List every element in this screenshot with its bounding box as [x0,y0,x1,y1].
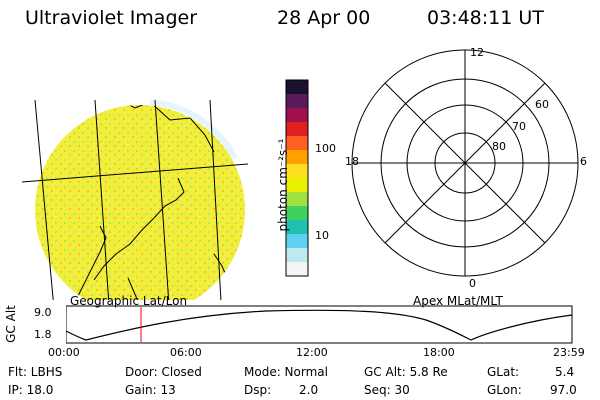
coastline-peninsula [75,225,107,300]
time-tick-1800: 18:00 [423,346,455,359]
magnetic-caption: Apex MLat/MLT [413,294,503,308]
altitude-curve [66,309,573,341]
time-tick-1200: 12:00 [296,346,328,359]
instrument-title: Ultraviolet Imager [25,7,198,29]
longitude-line [34,99,54,300]
colorbar-band [286,262,308,277]
mlt-label-18: 18 [345,155,359,168]
colorbar-band [286,136,308,151]
mlt-label-0: 0 [469,277,476,290]
earth-limb-glow [149,99,238,160]
altitude-ytick-9: 9.0 [34,306,52,319]
gc-alt-readout: GC Alt: 5.8 Re [364,365,448,379]
dsp-value: 2.0 [299,383,319,397]
colorbar-band [286,248,308,263]
mlat-label-80: 80 [492,140,506,153]
ip-readout: IP: 18.0 [8,383,54,397]
seq-readout: Seq: 30 [364,383,410,397]
colorbar-band [286,220,308,235]
colorbar-band [286,108,308,123]
glon-label: GLon: [487,383,522,397]
colorbar-tick-10: 10 [315,229,329,242]
time-tick-0600: 06:00 [170,346,202,359]
colorbar-unit-label: photon cm⁻²s⁻¹ [276,138,290,232]
glat-value: 5.4 [555,365,575,379]
geographic-caption: Geographic Lat/Lon [70,294,188,308]
latitude-line [21,163,249,183]
coastline-east [93,177,185,281]
longitude-line [209,99,222,300]
altitude-timeline-plot [66,305,573,344]
altitude-ytick-1-8: 1.8 [34,328,52,341]
geographic-image-panel [21,99,249,300]
longitude-line [94,99,110,300]
colorbar-band [286,192,308,207]
filter-readout: Flt: LBHS [8,365,63,379]
observation-date: 28 Apr 00 [277,7,371,29]
mlt-label-12: 12 [470,46,484,59]
colorbar-band [286,80,308,95]
mlt-line-diagonal [384,82,546,244]
dsp-label: Dsp: [244,383,272,397]
colorbar-band [286,150,308,165]
coastline-south [127,277,153,300]
time-tick-2359: 23:59 [553,346,585,359]
mode-readout: Mode: Normal [244,365,328,379]
mlt-label-6: 6 [580,155,587,168]
colorbar-band [286,178,308,193]
coastline-north [119,105,215,153]
time-tick-0000: 00:00 [48,346,80,359]
longitude-line [154,99,170,300]
intensity-colorbar [285,79,309,277]
colorbar-band [286,234,308,249]
mlat-label-60: 60 [535,98,549,111]
glon-value: 97.0 [550,383,577,397]
colorbar-band [286,94,308,109]
mlat-label-70: 70 [512,120,526,133]
earth-disk [35,105,245,300]
altitude-ylabel: GC Alt [3,305,18,343]
colorbar-band [286,122,308,137]
glat-label: GLat: [487,365,520,379]
colorbar-tick-100: 100 [315,142,336,155]
magnetic-polar-grid [351,49,579,277]
observation-time: 03:48:11 UT [427,7,544,29]
gain-readout: Gain: 13 [125,383,176,397]
colorbar-band [286,206,308,221]
colorbar-band [286,164,308,179]
door-readout: Door: Closed [125,365,202,379]
